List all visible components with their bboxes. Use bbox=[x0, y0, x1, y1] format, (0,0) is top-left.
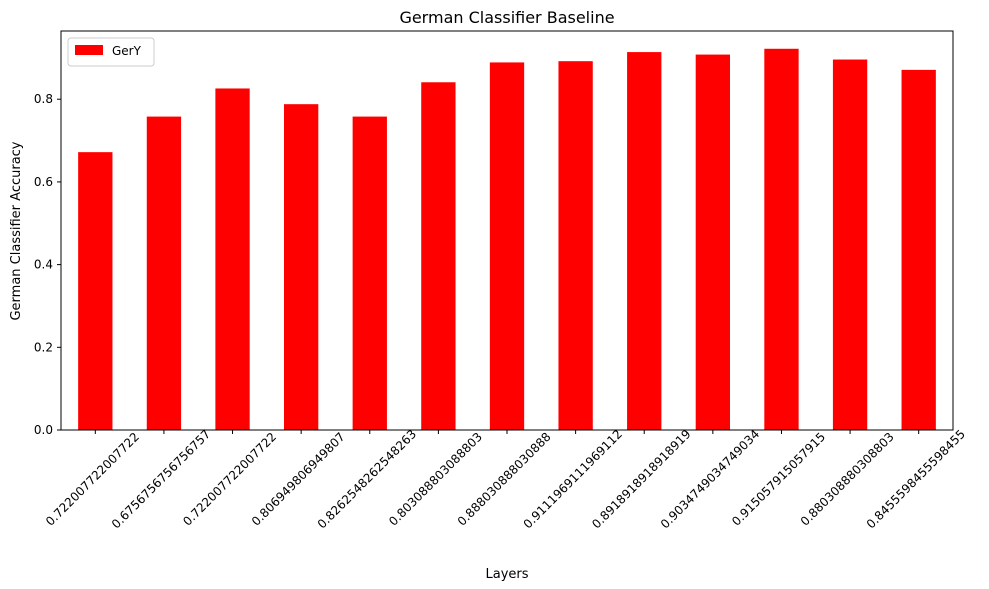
bar bbox=[215, 88, 250, 430]
legend: GerY bbox=[67, 37, 155, 67]
y-axis: 0.0 0.2 0.4 0.6 0.8 bbox=[34, 92, 61, 437]
bar bbox=[146, 116, 182, 430]
bar bbox=[558, 61, 593, 431]
bar bbox=[421, 82, 456, 431]
bar bbox=[489, 62, 525, 431]
bar bbox=[78, 152, 113, 430]
bar bbox=[352, 116, 387, 430]
plot-frame bbox=[60, 30, 954, 431]
bar bbox=[901, 69, 936, 431]
legend-label: GerY bbox=[112, 44, 142, 58]
chart-title: German Classifier Baseline bbox=[399, 8, 614, 27]
y-tick-label: 0.2 bbox=[34, 340, 53, 354]
legend-swatch bbox=[75, 45, 103, 55]
bars-group bbox=[78, 48, 936, 431]
y-tick-label: 0.4 bbox=[34, 258, 53, 272]
bar bbox=[284, 104, 319, 431]
bar bbox=[764, 48, 799, 430]
y-tick-label: 0.8 bbox=[34, 92, 53, 106]
bar bbox=[627, 52, 662, 431]
bar bbox=[832, 59, 868, 430]
y-tick-label: 0.6 bbox=[34, 175, 53, 189]
y-axis-label: German Classifier Accuracy bbox=[9, 141, 24, 320]
x-axis: 0.7220077220077220.67567567567567570.722… bbox=[43, 427, 968, 531]
bar bbox=[695, 54, 730, 430]
x-axis-label: Layers bbox=[485, 567, 528, 582]
y-tick-label: 0.0 bbox=[34, 423, 53, 437]
